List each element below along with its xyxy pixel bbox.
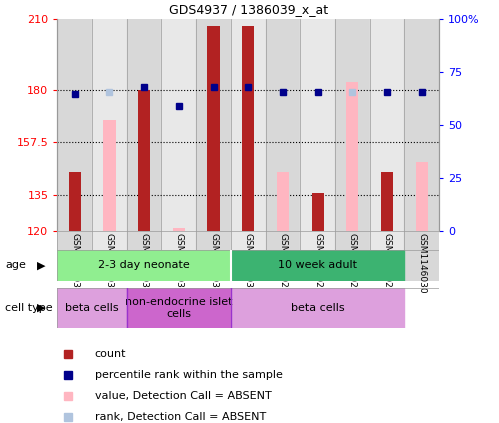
Bar xyxy=(92,19,127,231)
Text: ▶: ▶ xyxy=(37,261,46,270)
Bar xyxy=(127,231,162,281)
Bar xyxy=(57,231,92,281)
Bar xyxy=(416,162,428,231)
Text: GSM1146029: GSM1146029 xyxy=(383,233,392,294)
Text: GSM1146034: GSM1146034 xyxy=(174,233,183,294)
Bar xyxy=(196,231,231,281)
Bar xyxy=(242,26,254,231)
Bar xyxy=(162,19,196,231)
Bar xyxy=(127,19,162,231)
Text: GSM1146032: GSM1146032 xyxy=(105,233,114,294)
Text: rank, Detection Call = ABSENT: rank, Detection Call = ABSENT xyxy=(95,412,266,422)
Text: GSM1146028: GSM1146028 xyxy=(348,233,357,294)
Bar xyxy=(346,82,358,231)
Bar xyxy=(138,90,150,231)
Bar xyxy=(370,231,404,281)
Text: 2-3 day neonate: 2-3 day neonate xyxy=(98,261,190,270)
Text: age: age xyxy=(5,261,26,270)
Bar xyxy=(231,250,404,281)
Bar xyxy=(92,231,127,281)
Bar xyxy=(265,231,300,281)
Text: GSM1146035: GSM1146035 xyxy=(209,233,218,294)
Bar xyxy=(231,288,404,328)
Text: beta cells: beta cells xyxy=(291,303,344,313)
Text: percentile rank within the sample: percentile rank within the sample xyxy=(95,370,283,380)
Bar xyxy=(57,19,92,231)
Bar xyxy=(300,231,335,281)
Bar xyxy=(404,231,439,281)
Text: cell type: cell type xyxy=(5,303,52,313)
Text: GSM1146030: GSM1146030 xyxy=(417,233,426,294)
Bar xyxy=(370,19,404,231)
Bar xyxy=(265,19,300,231)
Bar xyxy=(208,26,220,231)
Bar xyxy=(173,228,185,231)
Bar xyxy=(57,250,231,281)
Bar xyxy=(127,288,231,328)
Bar xyxy=(231,19,265,231)
Bar xyxy=(335,19,370,231)
Bar xyxy=(277,172,289,231)
Bar xyxy=(57,288,127,328)
Bar xyxy=(335,231,370,281)
Bar xyxy=(69,172,81,231)
Bar xyxy=(162,231,196,281)
Bar xyxy=(311,193,324,231)
Text: GSM1146033: GSM1146033 xyxy=(140,233,149,294)
Text: 10 week adult: 10 week adult xyxy=(278,261,357,270)
Text: value, Detection Call = ABSENT: value, Detection Call = ABSENT xyxy=(95,391,271,401)
Bar xyxy=(196,19,231,231)
Text: beta cells: beta cells xyxy=(65,303,119,313)
Text: non-endocrine islet
cells: non-endocrine islet cells xyxy=(125,297,233,319)
Title: GDS4937 / 1386039_x_at: GDS4937 / 1386039_x_at xyxy=(169,3,328,16)
Text: GSM1146027: GSM1146027 xyxy=(313,233,322,294)
Bar xyxy=(404,19,439,231)
Bar xyxy=(300,19,335,231)
Text: ▶: ▶ xyxy=(37,303,46,313)
Bar xyxy=(231,231,265,281)
Text: GSM1146036: GSM1146036 xyxy=(244,233,253,294)
Bar xyxy=(103,120,115,231)
Text: count: count xyxy=(95,349,126,359)
Text: GSM1146031: GSM1146031 xyxy=(70,233,79,294)
Bar xyxy=(381,172,393,231)
Text: GSM1146026: GSM1146026 xyxy=(278,233,287,294)
